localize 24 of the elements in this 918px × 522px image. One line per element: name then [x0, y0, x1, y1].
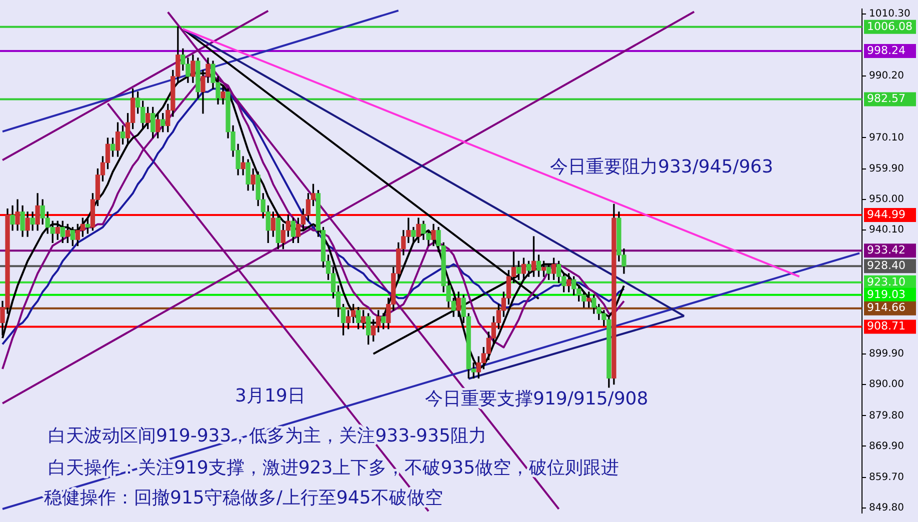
y-tick-label: 869.90 [869, 440, 904, 452]
y-tick-label: 899.90 [869, 348, 904, 360]
y-tick-label: 940.10 [869, 224, 904, 236]
ref-line-label: 982.57 [867, 92, 906, 106]
annotation: 今日重要阻力933/945/963 [550, 156, 774, 178]
ref-line-label: 919.03 [867, 288, 906, 301]
ref-line-label: 923.10 [867, 275, 906, 288]
y-tick-label: 890.00 [869, 378, 904, 390]
ref-line-label: 998.24 [867, 44, 906, 57]
ref-line-label: 908.71 [867, 320, 906, 333]
y-tick-label: 849.80 [869, 502, 904, 514]
y-tick-label: 950.00 [869, 194, 904, 206]
ref-line-label: 944.99 [867, 208, 906, 221]
y-tick-label: 859.70 [869, 472, 904, 484]
ref-line-label: 1006.08 [867, 20, 912, 33]
annotation: 3月19日 [235, 386, 306, 407]
y-tick-label: 1010.30 [869, 8, 910, 20]
y-tick-label: 990.20 [869, 70, 904, 82]
ref-line-label: 928.40 [867, 258, 906, 272]
ref-line-label: 933.42 [867, 243, 906, 256]
y-tick-label: 959.90 [869, 164, 904, 175]
y-tick-label: 879.80 [869, 410, 904, 422]
y-tick-label: 970.10 [869, 132, 904, 144]
ref-line-label: 914.66 [867, 301, 906, 314]
